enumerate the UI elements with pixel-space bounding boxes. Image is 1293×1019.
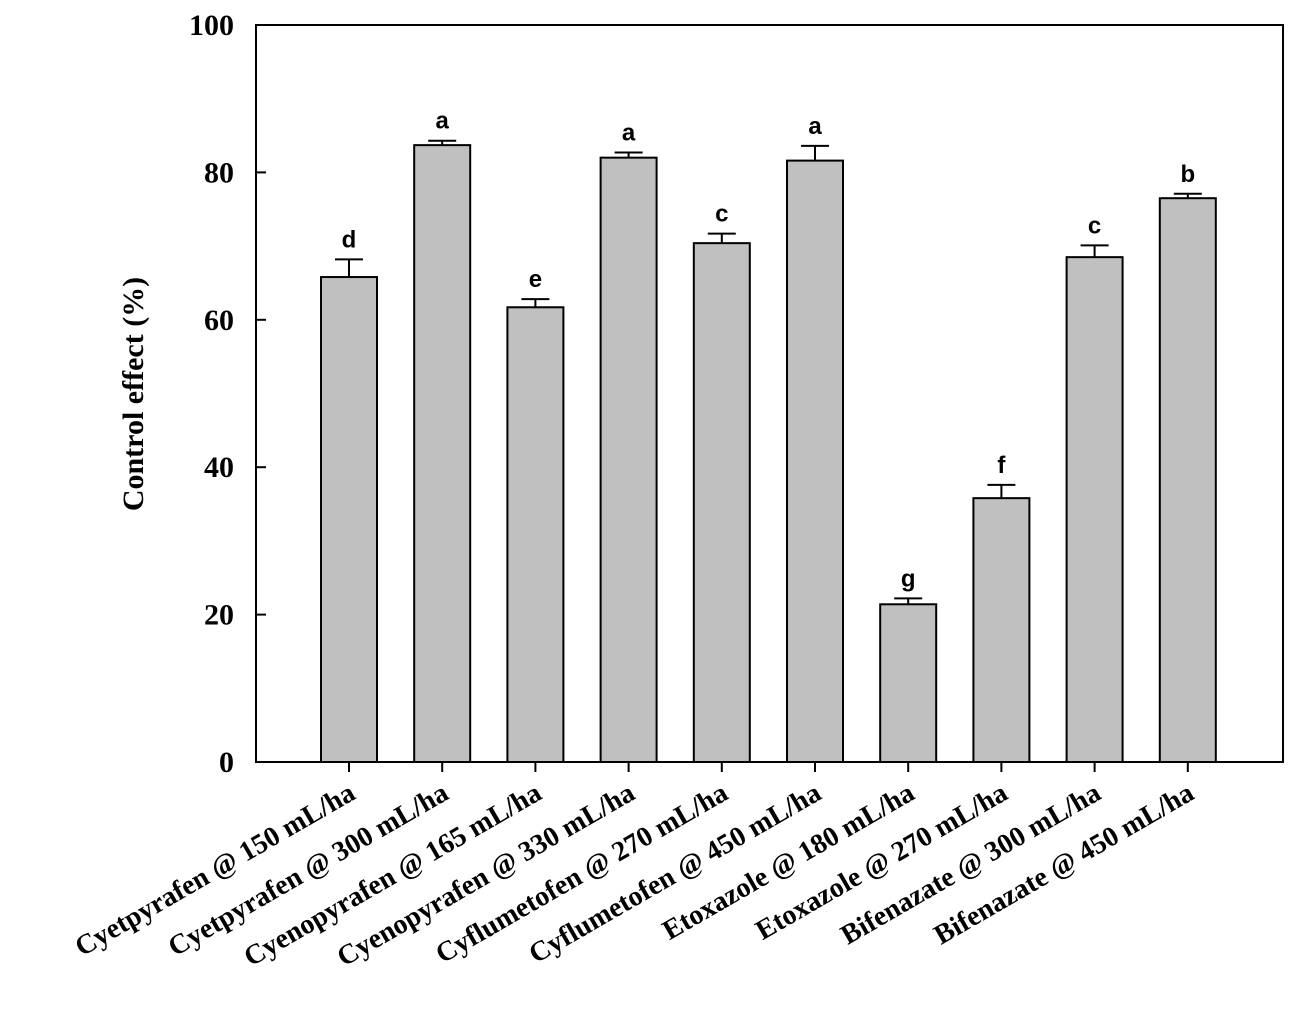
y-axis: 0 20 40 60 80 100 [189, 9, 266, 779]
significance-label: g [901, 565, 916, 592]
bars [320, 144, 1217, 764]
significance-label: f [997, 452, 1006, 479]
y-tick-label: 60 [204, 304, 234, 337]
bar [599, 156, 658, 764]
significance-label: d [342, 226, 357, 253]
significance-label: a [622, 120, 636, 147]
bar [506, 306, 565, 763]
significance-labels: d a e a c a g f c b [342, 108, 1195, 593]
bar [786, 159, 844, 764]
y-tick-label: 80 [204, 156, 234, 189]
plot-frame [255, 24, 1284, 763]
y-tick-label: 0 [219, 746, 234, 779]
significance-label: c [715, 201, 728, 228]
significance-label: a [808, 113, 822, 140]
bar [1065, 256, 1124, 763]
significance-label: e [529, 266, 542, 293]
bar [1158, 197, 1217, 763]
significance-label: c [1088, 212, 1101, 239]
bar [879, 603, 938, 763]
y-tick-label: 20 [204, 599, 234, 632]
bar [320, 276, 378, 763]
significance-label: a [436, 108, 450, 135]
bar [413, 144, 472, 764]
y-axis-label: Control effect (%) [117, 277, 150, 511]
y-tick-label: 40 [204, 451, 234, 484]
error-bars [335, 139, 1202, 605]
bar [692, 242, 751, 764]
bar [972, 497, 1031, 763]
y-tick-label: 100 [189, 9, 234, 42]
significance-label: b [1180, 161, 1195, 188]
